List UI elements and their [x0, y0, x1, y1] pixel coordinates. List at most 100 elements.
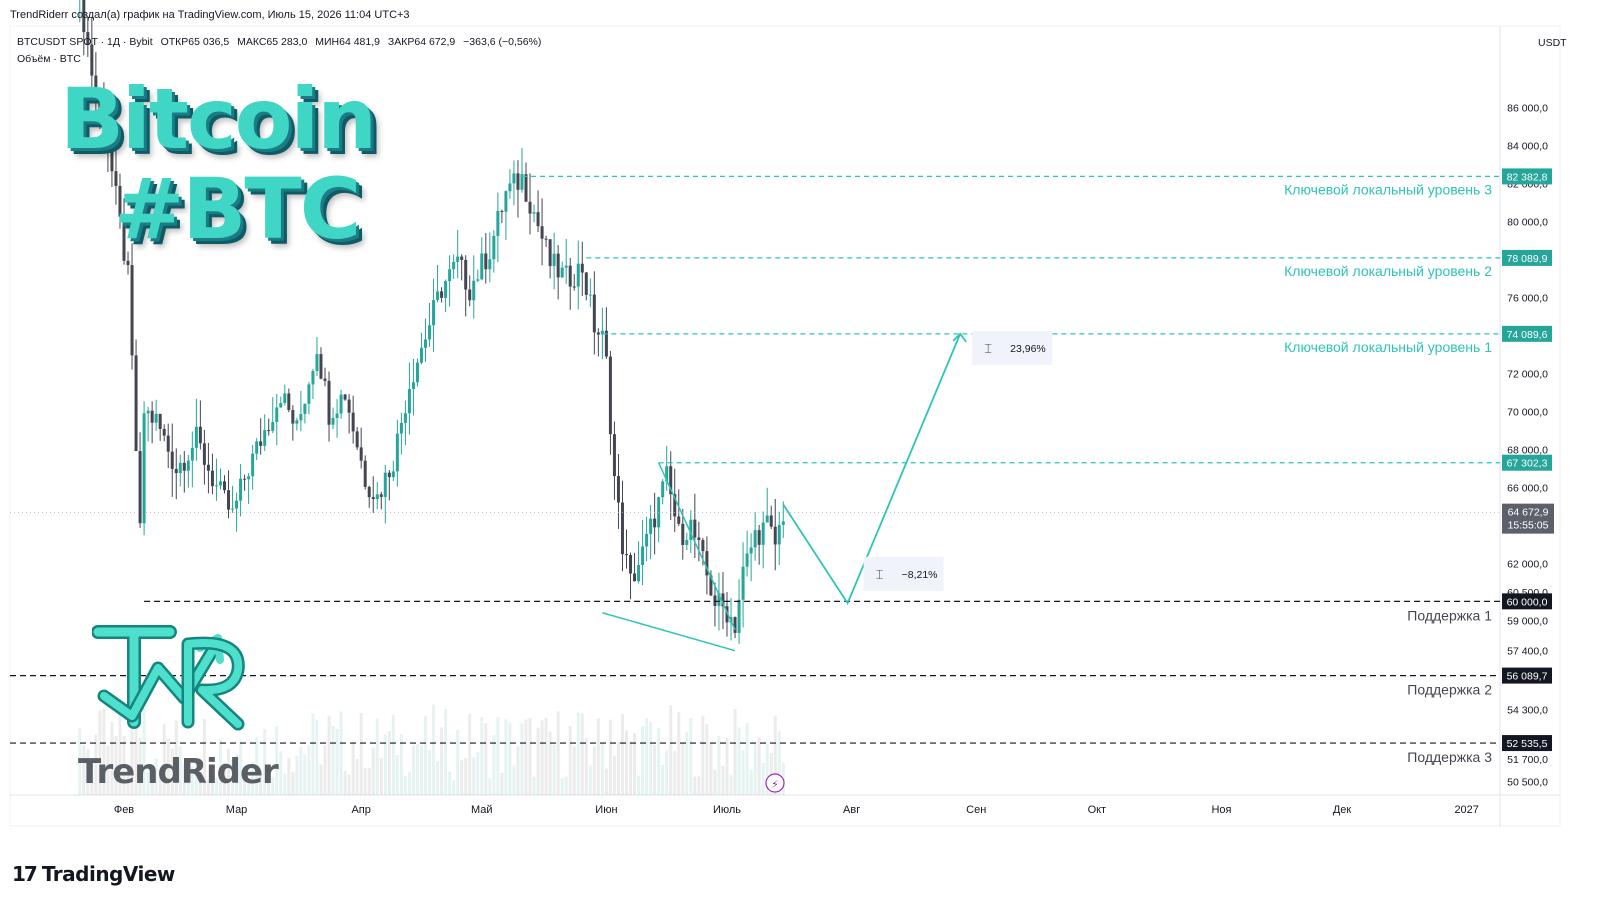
candle-body[interactable] [94, 75, 98, 100]
candle-body[interactable] [781, 521, 785, 525]
candle-body[interactable] [154, 413, 158, 423]
candle-body[interactable] [114, 171, 118, 186]
candle-body[interactable] [753, 530, 757, 548]
candle-body[interactable] [267, 430, 271, 432]
candle-body[interactable] [564, 265, 568, 268]
candle-body[interactable] [279, 403, 283, 408]
candle-body[interactable] [500, 210, 504, 212]
candle-body[interactable] [548, 239, 552, 267]
candle-body[interactable] [556, 253, 560, 278]
candle-body[interactable] [106, 139, 110, 151]
candle-body[interactable] [717, 593, 721, 606]
candle-body[interactable] [247, 476, 251, 480]
candle-body[interactable] [600, 330, 604, 335]
candle-body[interactable] [239, 478, 243, 501]
candle-body[interactable] [560, 267, 564, 278]
candle-body[interactable] [616, 476, 620, 503]
candle-body[interactable] [363, 460, 367, 487]
candle-body[interactable] [150, 410, 154, 423]
projection-path[interactable] [782, 333, 961, 606]
candle-body[interactable] [701, 539, 705, 552]
candle-body[interactable] [251, 453, 255, 477]
candle-body[interactable] [436, 291, 440, 301]
candle-body[interactable] [255, 441, 259, 454]
candle-body[interactable] [235, 500, 239, 509]
candle-body[interactable] [737, 599, 741, 633]
candle-body[interactable] [359, 447, 363, 461]
candle-body[interactable] [488, 259, 492, 270]
candle-body[interactable] [492, 235, 496, 260]
candle-body[interactable] [568, 265, 572, 287]
candle-body[interactable] [673, 494, 677, 517]
candle-body[interactable] [379, 494, 383, 497]
candle-body[interactable] [347, 399, 351, 413]
candle-body[interactable] [669, 466, 673, 495]
candle-body[interactable] [649, 518, 653, 534]
candle-body[interactable] [403, 413, 407, 423]
candle-body[interactable] [227, 490, 231, 510]
candle-body[interactable] [327, 380, 331, 425]
candle-body[interactable] [295, 420, 299, 424]
candle-body[interactable] [625, 554, 628, 556]
candle-body[interactable] [528, 201, 532, 214]
measure-label-box[interactable] [972, 330, 1053, 365]
candle-body[interactable] [218, 481, 222, 486]
candle-body[interactable] [745, 553, 749, 567]
candle-body[interactable] [496, 210, 500, 236]
candle-body[interactable] [645, 533, 649, 547]
wedge-upper-line[interactable] [657, 462, 736, 631]
wedge-lower-line[interactable] [602, 612, 736, 652]
candle-body[interactable] [685, 540, 689, 545]
candle-body[interactable] [588, 294, 592, 296]
candle-body[interactable] [633, 573, 637, 582]
candle-body[interactable] [741, 566, 745, 600]
candle-body[interactable] [339, 394, 343, 414]
candle-body[interactable] [689, 519, 693, 541]
candle-body[interactable] [415, 362, 419, 383]
candle-body[interactable] [448, 269, 452, 282]
candle-body[interactable] [725, 606, 729, 623]
candle-body[interactable] [186, 460, 190, 471]
candle-body[interactable] [419, 347, 423, 363]
candle-body[interactable] [428, 325, 432, 340]
candle-body[interactable] [395, 433, 399, 472]
candle-body[interactable] [713, 595, 717, 606]
candle-body[interactable] [508, 183, 512, 192]
candle-body[interactable] [259, 441, 263, 446]
candle-body[interactable] [231, 508, 235, 510]
candle-body[interactable] [174, 468, 178, 474]
candle-body[interactable] [110, 150, 114, 172]
candle-body[interactable] [214, 485, 218, 487]
candle-body[interactable] [367, 486, 371, 498]
currency-label[interactable]: USDT [1538, 37, 1567, 49]
candle-body[interactable] [323, 378, 327, 381]
candle-body[interactable] [182, 462, 186, 471]
candle-body[interactable] [387, 472, 391, 478]
candle-body[interactable] [604, 330, 608, 357]
candle-body[interactable] [118, 185, 122, 217]
candle-body[interactable] [697, 537, 701, 540]
candle-body[interactable] [761, 522, 765, 545]
candle-body[interactable] [641, 546, 645, 566]
candle-body[interactable] [86, 32, 90, 45]
candle-body[interactable] [693, 519, 697, 538]
candle-body[interactable] [299, 414, 303, 421]
candle-body[interactable] [576, 263, 580, 287]
candle-body[interactable] [194, 426, 198, 448]
candle-body[interactable] [335, 413, 339, 419]
candle-body[interactable] [130, 265, 134, 356]
candle-body[interactable] [552, 253, 556, 267]
candle-body[interactable] [407, 389, 411, 414]
candle-body[interactable] [90, 44, 94, 76]
candle-body[interactable] [243, 478, 247, 480]
candle-body[interactable] [283, 393, 287, 404]
measure-label-box[interactable] [863, 556, 944, 591]
candle-body[interactable] [355, 431, 359, 448]
candle-body[interactable] [637, 565, 641, 582]
candle-body[interactable] [653, 518, 657, 528]
candle-body[interactable] [596, 332, 600, 335]
candle-body[interactable] [138, 451, 142, 524]
candle-body[interactable] [757, 530, 761, 545]
candle-body[interactable] [411, 382, 415, 390]
